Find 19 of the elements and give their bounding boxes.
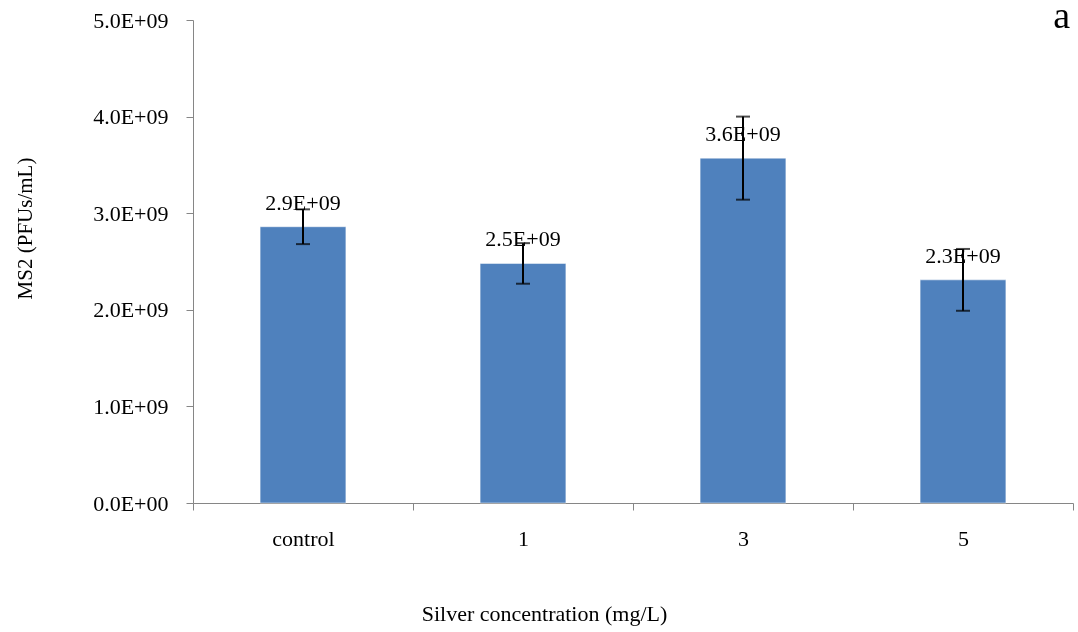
- x-tick-label: 5: [958, 525, 969, 551]
- x-axis-title: Silver concentration (mg/L): [421, 600, 668, 626]
- data-label: 2.9E+09: [265, 189, 341, 215]
- y-tick-label: 0.0E+00: [93, 490, 169, 516]
- y-tick-label: 1.0E+09: [93, 393, 169, 419]
- bar: [919, 279, 1007, 504]
- x-tick-label: control: [272, 525, 335, 551]
- bar: [699, 157, 787, 504]
- y-axis-title: MS2 (PFUs/mL): [12, 157, 37, 300]
- x-tick-label: 3: [738, 525, 749, 551]
- data-label: 2.5E+09: [485, 226, 561, 252]
- bar: [479, 263, 567, 504]
- y-tick-label: 4.0E+09: [93, 104, 169, 130]
- annotation: a: [1053, 0, 1071, 36]
- y-tick-label: 3.0E+09: [93, 200, 169, 226]
- y-tick-label: 2.0E+09: [93, 297, 169, 323]
- x-tick-label: 1: [518, 525, 529, 551]
- bar: [259, 226, 347, 504]
- y-tick-label: 5.0E+09: [93, 7, 169, 33]
